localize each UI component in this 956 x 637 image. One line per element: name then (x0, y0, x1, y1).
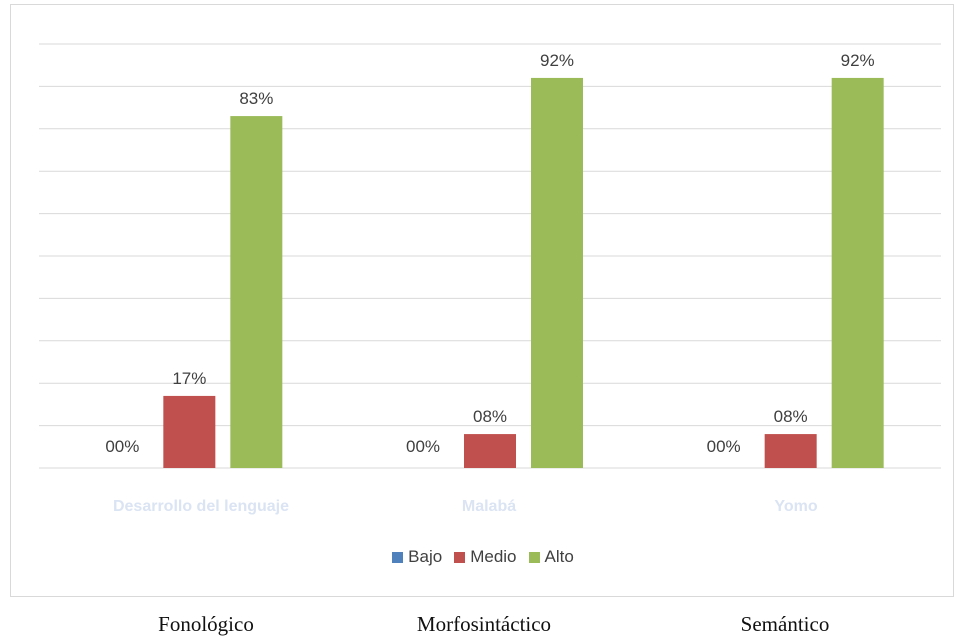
bar-medio-3 (764, 434, 817, 468)
faded-category-label: Yomo (774, 498, 817, 515)
legend-item-bajo: Bajo (392, 547, 442, 567)
legend-label: Alto (544, 547, 574, 566)
chart-frame: 00% 17% 83% 00% 08% 92% 00% 08% 92% Desarrollo d… (10, 4, 954, 597)
data-label-alto-1: 83% (239, 89, 273, 108)
data-label-bajo-3: 00% (707, 437, 741, 456)
data-labels: 00% 17% 83% 00% 08% 92% 00% 08% 92% (105, 51, 874, 456)
legend-swatch (392, 551, 404, 563)
legend-label: Bajo (408, 547, 443, 566)
data-label-medio-2: 08% (473, 407, 507, 426)
legend-swatch (454, 551, 466, 563)
category-label-1: Fonológico (158, 612, 254, 636)
faded-category-label: Malabá (462, 498, 516, 515)
faded-category-labels: Desarrollo del lenguaje Malabá Yomo (113, 498, 818, 515)
category-label-2: Morfosintáctico (416, 612, 552, 636)
data-label-alto-3: 92% (841, 51, 875, 70)
data-label-medio-1: 17% (172, 369, 206, 388)
data-label-medio-3: 08% (774, 407, 808, 426)
bar-alto-1 (230, 116, 283, 468)
bars (163, 77, 884, 469)
bar-medio-2 (464, 434, 516, 468)
chart-plot: 00% 17% 83% 00% 08% 92% 00% 08% 92% Desarrollo d… (39, 43, 941, 515)
legend-item-medio: Medio (454, 547, 517, 567)
data-label-alto-2: 92% (540, 51, 574, 70)
legend: Bajo Medio Alto (11, 542, 955, 572)
legend-item-alto: Alto (528, 547, 574, 567)
data-label-bajo-1: 00% (105, 437, 139, 456)
faded-category-label: Desarrollo del lenguaje (113, 498, 289, 515)
bar-alto-3 (831, 77, 884, 469)
legend-swatch (528, 551, 540, 563)
bar-alto-2 (531, 77, 583, 469)
category-label-3: Semántico (740, 612, 830, 636)
legend-label: Medio (470, 547, 517, 566)
data-label-bajo-2: 00% (406, 437, 440, 456)
bar-medio-1 (163, 395, 216, 468)
